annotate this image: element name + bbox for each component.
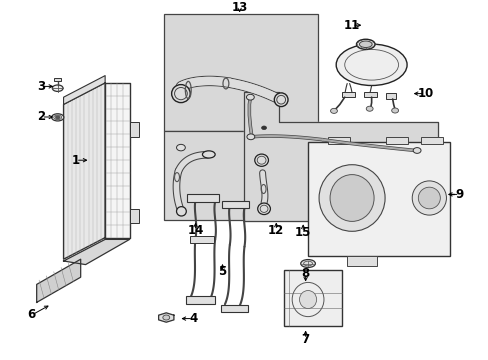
Circle shape bbox=[246, 134, 254, 140]
Bar bbox=[249, 131, 322, 220]
Ellipse shape bbox=[318, 165, 384, 231]
Bar bbox=[163, 131, 249, 220]
Polygon shape bbox=[63, 83, 105, 259]
Bar bbox=[327, 137, 349, 144]
Circle shape bbox=[330, 108, 337, 113]
Ellipse shape bbox=[51, 114, 63, 121]
Circle shape bbox=[391, 108, 398, 113]
Text: 9: 9 bbox=[455, 188, 463, 201]
Polygon shape bbox=[158, 313, 174, 322]
Ellipse shape bbox=[336, 44, 406, 85]
Bar bbox=[187, 194, 219, 202]
Bar bbox=[163, 14, 317, 131]
Bar bbox=[222, 201, 249, 208]
Polygon shape bbox=[105, 83, 129, 238]
Ellipse shape bbox=[176, 207, 186, 216]
Text: 2: 2 bbox=[38, 111, 45, 123]
Ellipse shape bbox=[359, 41, 371, 48]
Polygon shape bbox=[37, 259, 81, 302]
Bar bbox=[129, 122, 139, 137]
Text: 15: 15 bbox=[294, 226, 311, 239]
Bar bbox=[386, 137, 407, 144]
Bar bbox=[346, 256, 376, 266]
Ellipse shape bbox=[356, 39, 374, 49]
Bar bbox=[244, 122, 437, 221]
Circle shape bbox=[246, 94, 254, 100]
Text: 13: 13 bbox=[231, 1, 247, 14]
Ellipse shape bbox=[254, 154, 268, 166]
Text: 3: 3 bbox=[38, 80, 45, 93]
Ellipse shape bbox=[274, 93, 287, 107]
Text: 7: 7 bbox=[301, 333, 309, 346]
Ellipse shape bbox=[52, 85, 63, 91]
Polygon shape bbox=[244, 92, 437, 221]
Ellipse shape bbox=[300, 260, 315, 267]
Circle shape bbox=[261, 126, 266, 130]
Bar bbox=[386, 93, 395, 99]
Polygon shape bbox=[63, 239, 129, 265]
Bar bbox=[189, 236, 214, 243]
Bar bbox=[221, 305, 247, 312]
Ellipse shape bbox=[329, 175, 373, 221]
Text: 12: 12 bbox=[267, 224, 284, 237]
Text: 11: 11 bbox=[343, 19, 360, 32]
Bar bbox=[185, 296, 215, 304]
Bar bbox=[420, 137, 442, 144]
Text: 8: 8 bbox=[301, 267, 309, 280]
Polygon shape bbox=[63, 76, 105, 104]
Bar bbox=[129, 209, 139, 223]
Ellipse shape bbox=[202, 151, 215, 158]
Bar bbox=[307, 142, 449, 256]
Text: 1: 1 bbox=[72, 154, 80, 167]
Text: 4: 4 bbox=[189, 312, 197, 325]
Text: 6: 6 bbox=[28, 309, 36, 321]
Text: 14: 14 bbox=[187, 224, 203, 237]
Ellipse shape bbox=[417, 187, 439, 209]
Text: 10: 10 bbox=[416, 87, 433, 100]
Ellipse shape bbox=[299, 291, 316, 309]
Text: 5: 5 bbox=[218, 265, 226, 278]
Ellipse shape bbox=[257, 203, 270, 215]
Ellipse shape bbox=[171, 85, 190, 103]
Circle shape bbox=[55, 116, 60, 119]
Bar bbox=[283, 270, 342, 326]
Bar bbox=[364, 92, 376, 97]
Ellipse shape bbox=[411, 181, 446, 215]
Circle shape bbox=[366, 106, 372, 111]
Circle shape bbox=[163, 315, 169, 320]
Circle shape bbox=[176, 144, 185, 151]
Bar bbox=[54, 78, 61, 81]
Circle shape bbox=[412, 148, 420, 153]
Bar bbox=[342, 92, 354, 97]
